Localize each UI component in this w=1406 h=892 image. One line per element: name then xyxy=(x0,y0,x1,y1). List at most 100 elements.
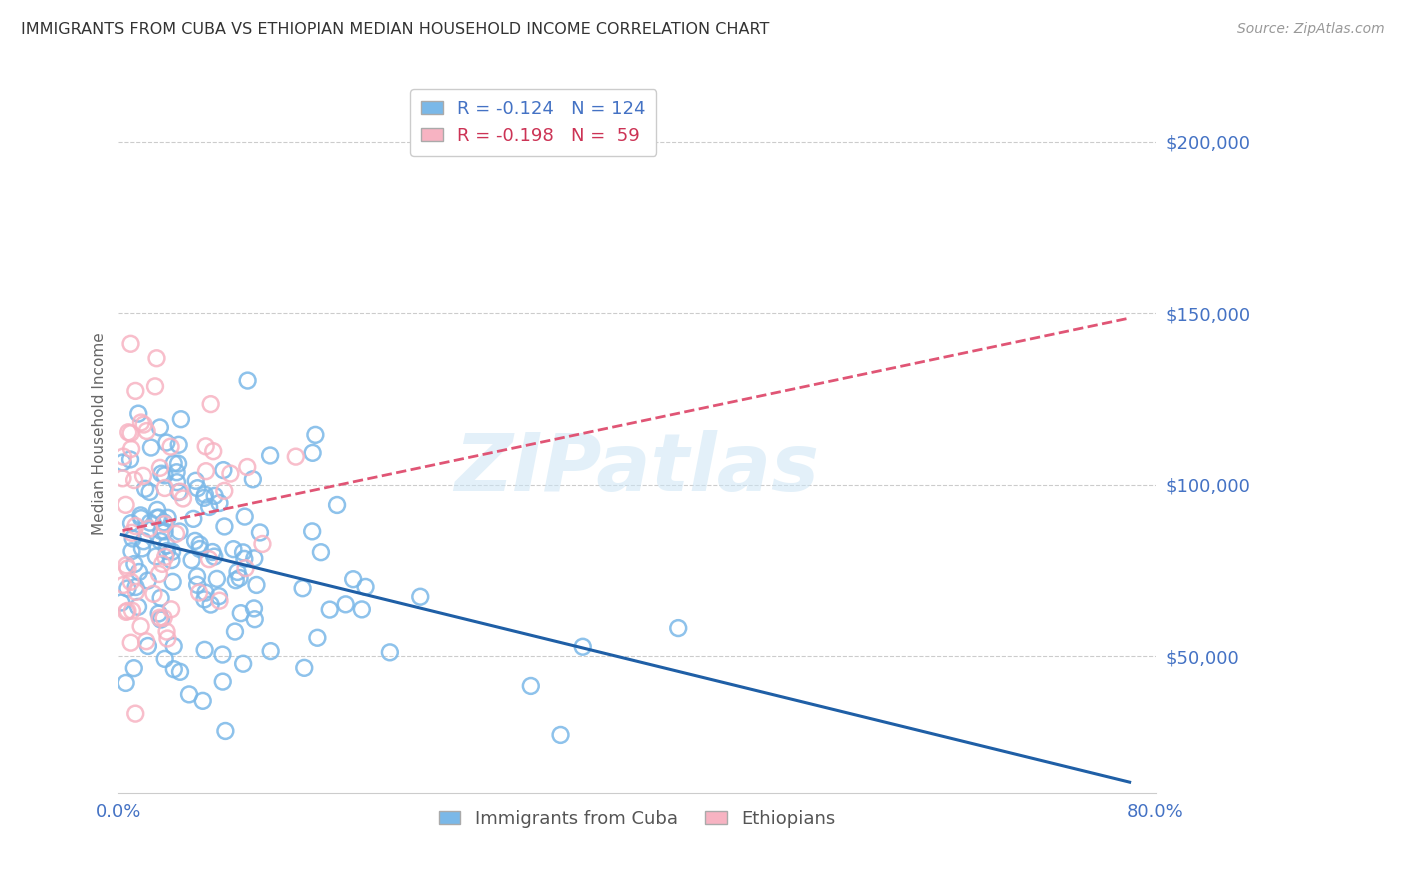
Immigrants from Cuba xyxy=(232,545,254,559)
Immigrants from Cuba xyxy=(222,542,245,557)
Ethiopians xyxy=(115,605,138,619)
Immigrants from Cuba xyxy=(177,687,200,701)
Immigrants from Cuba xyxy=(301,524,323,539)
Immigrants from Cuba xyxy=(163,639,186,653)
Ethiopians xyxy=(156,632,179,646)
Ethiopians xyxy=(284,450,307,464)
Immigrants from Cuba xyxy=(212,463,235,477)
Immigrants from Cuba xyxy=(169,524,191,539)
Ethiopians xyxy=(121,525,143,540)
Immigrants from Cuba xyxy=(335,598,357,612)
Immigrants from Cuba xyxy=(186,481,208,495)
Ethiopians xyxy=(214,483,236,498)
Immigrants from Cuba xyxy=(201,545,224,559)
Ethiopians xyxy=(194,439,217,453)
Immigrants from Cuba xyxy=(409,590,432,604)
Immigrants from Cuba xyxy=(225,573,247,587)
Immigrants from Cuba xyxy=(354,580,377,594)
Immigrants from Cuba xyxy=(148,510,170,524)
Immigrants from Cuba xyxy=(194,585,217,599)
Immigrants from Cuba xyxy=(259,644,281,658)
Ethiopians xyxy=(194,464,217,478)
Ethiopians xyxy=(112,578,135,592)
Ethiopians xyxy=(198,552,221,566)
Immigrants from Cuba xyxy=(160,544,183,558)
Immigrants from Cuba xyxy=(150,524,173,539)
Ethiopians xyxy=(172,491,194,506)
Immigrants from Cuba xyxy=(243,612,266,626)
Ethiopians xyxy=(112,450,135,464)
Ethiopians xyxy=(165,526,187,541)
Immigrants from Cuba xyxy=(184,533,207,548)
Ethiopians xyxy=(120,336,142,351)
Ethiopians xyxy=(124,519,146,533)
Immigrants from Cuba xyxy=(160,553,183,567)
Ethiopians xyxy=(132,417,155,432)
Ethiopians xyxy=(252,537,274,551)
Immigrants from Cuba xyxy=(233,509,256,524)
Ethiopians xyxy=(202,444,225,458)
Ethiopians xyxy=(132,468,155,483)
Immigrants from Cuba xyxy=(131,541,153,556)
Ethiopians xyxy=(135,424,157,438)
Immigrants from Cuba xyxy=(138,484,160,499)
Ethiopians xyxy=(145,351,167,366)
Ethiopians xyxy=(138,522,160,536)
Immigrants from Cuba xyxy=(121,544,143,558)
Immigrants from Cuba xyxy=(208,589,231,603)
Immigrants from Cuba xyxy=(301,446,323,460)
Ethiopians xyxy=(153,481,176,495)
Immigrants from Cuba xyxy=(139,441,162,455)
Ethiopians xyxy=(120,636,142,650)
Immigrants from Cuba xyxy=(208,496,231,510)
Ethiopians xyxy=(155,624,177,639)
Immigrants from Cuba xyxy=(111,455,134,469)
Ethiopians xyxy=(188,585,211,599)
Immigrants from Cuba xyxy=(243,601,266,615)
Immigrants from Cuba xyxy=(156,544,179,558)
Immigrants from Cuba xyxy=(150,467,173,481)
Immigrants from Cuba xyxy=(136,574,159,588)
Immigrants from Cuba xyxy=(226,565,249,579)
Text: Source: ZipAtlas.com: Source: ZipAtlas.com xyxy=(1237,22,1385,37)
Immigrants from Cuba xyxy=(180,553,202,567)
Y-axis label: Median Household Income: Median Household Income xyxy=(93,332,107,534)
Immigrants from Cuba xyxy=(170,412,193,426)
Ethiopians xyxy=(120,442,142,456)
Immigrants from Cuba xyxy=(166,465,188,479)
Immigrants from Cuba xyxy=(214,519,236,533)
Ethiopians xyxy=(200,397,222,411)
Immigrants from Cuba xyxy=(550,728,572,742)
Ethiopians xyxy=(117,425,139,440)
Immigrants from Cuba xyxy=(163,456,186,470)
Immigrants from Cuba xyxy=(342,572,364,586)
Immigrants from Cuba xyxy=(132,534,155,549)
Immigrants from Cuba xyxy=(236,374,259,388)
Immigrants from Cuba xyxy=(118,452,141,467)
Immigrants from Cuba xyxy=(127,407,149,421)
Immigrants from Cuba xyxy=(146,503,169,517)
Legend: Immigrants from Cuba, Ethiopians: Immigrants from Cuba, Ethiopians xyxy=(432,802,842,835)
Immigrants from Cuba xyxy=(378,645,401,659)
Immigrants from Cuba xyxy=(153,516,176,530)
Immigrants from Cuba xyxy=(224,624,246,639)
Immigrants from Cuba xyxy=(198,500,221,514)
Ethiopians xyxy=(143,379,166,393)
Immigrants from Cuba xyxy=(124,557,146,571)
Immigrants from Cuba xyxy=(110,595,132,609)
Immigrants from Cuba xyxy=(309,545,332,559)
Ethiopians xyxy=(150,557,173,571)
Immigrants from Cuba xyxy=(211,648,233,662)
Immigrants from Cuba xyxy=(245,578,267,592)
Immigrants from Cuba xyxy=(666,621,689,635)
Ethiopians xyxy=(120,426,142,441)
Immigrants from Cuba xyxy=(117,582,139,596)
Immigrants from Cuba xyxy=(229,606,252,620)
Immigrants from Cuba xyxy=(128,565,150,579)
Immigrants from Cuba xyxy=(120,516,142,531)
Immigrants from Cuba xyxy=(186,569,208,583)
Immigrants from Cuba xyxy=(129,508,152,523)
Immigrants from Cuba xyxy=(292,661,315,675)
Ethiopians xyxy=(149,461,172,475)
Ethiopians xyxy=(120,574,142,589)
